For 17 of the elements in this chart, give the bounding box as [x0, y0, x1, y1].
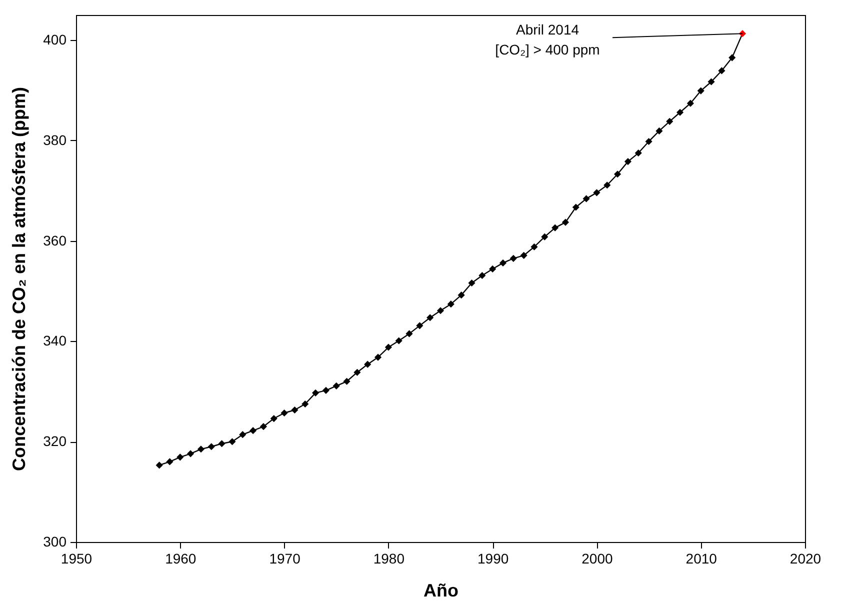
x-tick-label: 1970	[269, 550, 301, 566]
x-tick-label: 1950	[60, 550, 92, 566]
x-tick-label: 1990	[477, 550, 509, 566]
x-tick-label: 2000	[582, 550, 613, 566]
x-tick-label: 2010	[686, 550, 718, 566]
x-tick-label: 2020	[790, 550, 822, 566]
x-tick-label: 1980	[373, 550, 405, 566]
y-tick-label: 360	[43, 232, 67, 248]
annotation: Abril 2014 [CO₂] > 400 ppm	[495, 22, 600, 58]
y-tick-label: 300	[43, 534, 67, 550]
x-axis-title: Año	[424, 580, 458, 600]
y-tick-label: 400	[43, 32, 67, 48]
y-tick-label: 380	[43, 132, 67, 148]
y-axis-title: Concentración de CO₂ en la atmósfera (ppm)	[9, 86, 30, 472]
y-tick-label: 320	[43, 433, 67, 450]
y-tick-label: 340	[43, 332, 67, 349]
x-tick-label: 1960	[165, 550, 196, 566]
